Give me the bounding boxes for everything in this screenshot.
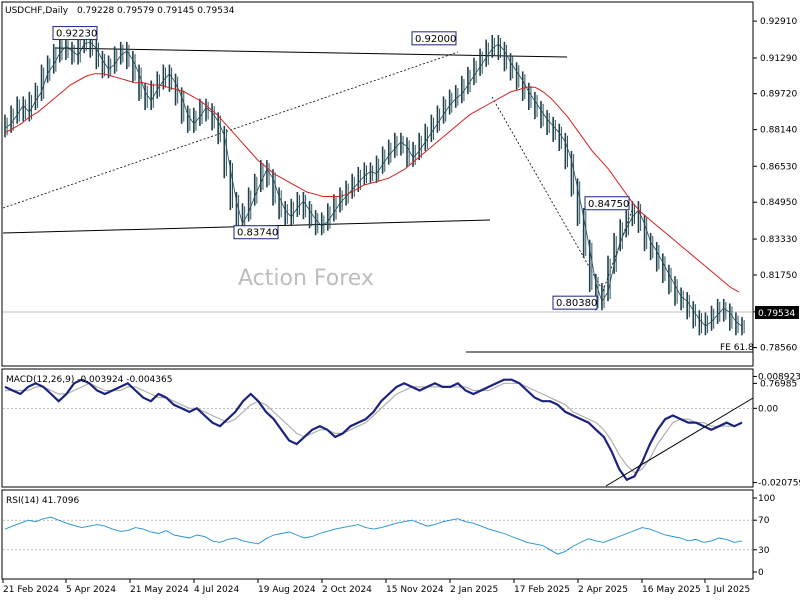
moving-average-line — [4, 73, 740, 293]
rsi-tick-label: 30 — [758, 546, 770, 556]
dotted-fall-line-1 — [491, 96, 604, 292]
macd-signal-line — [5, 382, 743, 474]
chart-title: USDCHF,Daily 0.79228 0.79579 0.79145 0.7… — [5, 6, 235, 16]
price-annotation-box — [52, 26, 98, 41]
last-price-box — [755, 306, 799, 319]
x-tick-label: 2 Oct 2024 — [322, 585, 372, 595]
rsi-line — [4, 516, 743, 555]
price-annotation-box — [584, 196, 630, 211]
x-tick-label: 5 Apr 2024 — [66, 585, 116, 595]
price-line — [4, 41, 743, 327]
rsi-panel — [1, 489, 754, 580]
y-tick-label: 0.86530 — [760, 162, 797, 172]
rsi-tick-label: 0 — [758, 568, 764, 578]
y-tick-label: 0.88140 — [760, 126, 797, 136]
x-tick-label: 17 Feb 2025 — [514, 585, 570, 595]
upper-trendline — [54, 47, 568, 58]
x-tick-label: 19 Aug 2024 — [258, 585, 316, 595]
rsi-title: RSI(14) 41.7096 — [6, 496, 79, 506]
price-annotation-label: 0.80380 — [556, 298, 597, 309]
macd-tick-label: 0.00 — [758, 404, 778, 414]
rsi-tick-label: 70 — [758, 516, 770, 526]
y-tick-label: 0.91290 — [760, 54, 797, 64]
price-annotation-label: 0.83740 — [237, 228, 278, 239]
macd-tick-label: 0.008923 — [758, 372, 800, 382]
x-tick-label: 15 Nov 2024 — [386, 585, 444, 595]
price-annotation-label: 0.84750 — [588, 199, 629, 210]
y-tick-label: 0.76985 — [760, 379, 797, 389]
y-tick-label: 0.89720 — [760, 90, 797, 100]
rsi-tick-label: 100 — [758, 494, 775, 504]
y-tick-label: 0.92910 — [760, 17, 797, 27]
chart-title-ohlc: 0.79228 0.79579 0.79145 0.79534 — [77, 6, 235, 16]
x-tick-label: 16 May 2025 — [642, 585, 701, 595]
x-tick-label: 2 Apr 2025 — [578, 585, 628, 595]
macd-panel — [1, 368, 754, 488]
x-tick-label: 1 Jul 2025 — [705, 585, 750, 595]
x-tick-label: 21 Feb 2024 — [3, 585, 59, 595]
last-price-text: 0.79534 — [758, 309, 795, 319]
x-tick-label: 21 May 2024 — [130, 585, 189, 595]
price-annotation-box — [552, 295, 598, 310]
macd-title: MACD(12,26,9) -0.003924 -0.004365 — [6, 375, 172, 385]
y-tick-label: 0.84950 — [760, 198, 797, 208]
macd-tick-label: -0.020759 — [758, 479, 800, 489]
watermark: Action Forex — [238, 266, 374, 291]
price-annotation-label: 0.92230 — [56, 29, 97, 40]
macd-trendline — [605, 397, 754, 487]
y-tick-label: 0.81750 — [760, 271, 797, 281]
price-annotation-box — [233, 225, 279, 240]
y-tick-label: 0.78560 — [760, 344, 797, 354]
y-tick-label: 0.83330 — [760, 235, 797, 245]
fe-label: FE 61.8 — [720, 343, 754, 353]
x-tick-label: 4 Jul 2024 — [194, 585, 239, 595]
price-annotation-box — [411, 31, 457, 46]
macd-line — [4, 378, 743, 482]
x-tick-label: 2 Jan 2025 — [450, 585, 498, 595]
price-annotation-label: 0.92000 — [415, 34, 456, 45]
chart-title-symbol: USDCHF,Daily — [5, 6, 69, 16]
